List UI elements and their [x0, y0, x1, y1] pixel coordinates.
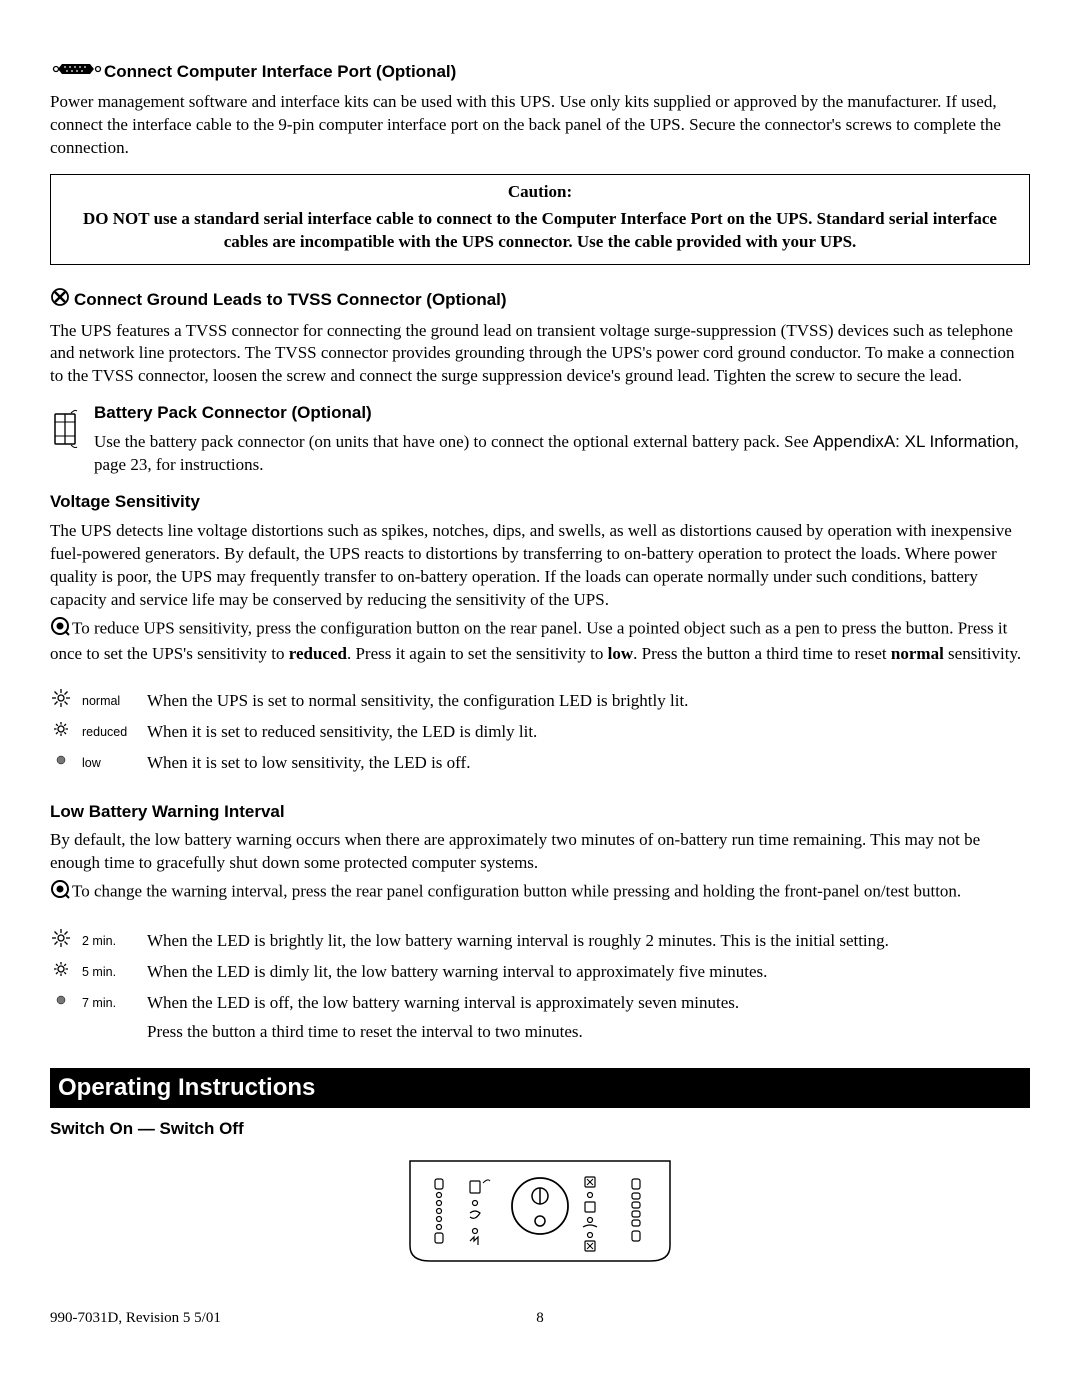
caution-title: Caution: — [63, 181, 1017, 204]
port-connector-icon — [50, 60, 102, 85]
footer-revision: 990-7031D, Revision 5 5/01 — [50, 1308, 221, 1328]
para-voltage-1: The UPS detects line voltage distortions… — [50, 520, 1030, 612]
heading-interface-port-text: Connect Computer Interface Port (Optiona… — [104, 62, 456, 81]
led-dim-icon — [50, 959, 72, 986]
led-off-icon — [50, 750, 72, 777]
page-footer: 990-7031D, Revision 5 5/01 8 — [50, 1308, 1030, 1328]
interval-row-7min: 7 min. When the LED is off, the low batt… — [50, 990, 1030, 1017]
led-bright-icon — [50, 688, 72, 715]
para-voltage-2: To reduce UPS sensitivity, press the con… — [50, 616, 1030, 666]
screw-cross-icon — [50, 287, 70, 314]
heading-tvss: Connect Ground Leads to TVSS Connector (… — [50, 287, 1030, 314]
para-interface-port: Power management software and interface … — [50, 91, 1030, 160]
config-button-icon — [50, 879, 70, 906]
heading-voltage-sensitivity: Voltage Sensitivity — [50, 491, 1030, 514]
config-button-icon — [50, 616, 70, 643]
led-dim-icon — [50, 719, 72, 746]
caution-text: DO NOT use a standard serial interface c… — [63, 208, 1017, 254]
footer-page-number: 8 — [536, 1308, 544, 1328]
para-battery-pack: Use the battery pack connector (on units… — [94, 431, 1030, 477]
interval-row-5min: 5 min. When the LED is dimly lit, the lo… — [50, 959, 1030, 986]
battery-pack-icon — [50, 402, 82, 477]
interval-row-note: Press the button a third time to reset t… — [50, 1021, 1030, 1044]
sensitivity-row-low: low When it is set to low sensitivity, t… — [50, 750, 1030, 777]
interval-row-2min: 2 min. When the LED is brightly lit, the… — [50, 928, 1030, 955]
heading-switch-on-off: Switch On — Switch Off — [50, 1118, 1030, 1141]
heading-interface-port: Connect Computer Interface Port (Optiona… — [50, 60, 1030, 85]
heading-low-battery: Low Battery Warning Interval — [50, 801, 1030, 824]
para-low-battery-1: By default, the low battery warning occu… — [50, 829, 1030, 875]
heading-tvss-text: Connect Ground Leads to TVSS Connector (… — [74, 290, 507, 309]
sensitivity-row-reduced: reduced When it is set to reduced sensit… — [50, 719, 1030, 746]
para-low-battery-2: To change the warning interval, press th… — [50, 879, 1030, 906]
led-off-icon — [50, 990, 72, 1017]
heading-battery-pack: Battery Pack Connector (Optional) — [94, 402, 1030, 425]
para-tvss: The UPS features a TVSS connector for co… — [50, 320, 1030, 389]
operating-instructions-banner: Operating Instructions — [50, 1068, 1030, 1108]
caution-box: Caution: DO NOT use a standard serial in… — [50, 174, 1030, 265]
led-bright-icon — [50, 928, 72, 955]
ups-front-panel-figure — [50, 1151, 1030, 1278]
sensitivity-row-normal: normal When the UPS is set to normal sen… — [50, 688, 1030, 715]
